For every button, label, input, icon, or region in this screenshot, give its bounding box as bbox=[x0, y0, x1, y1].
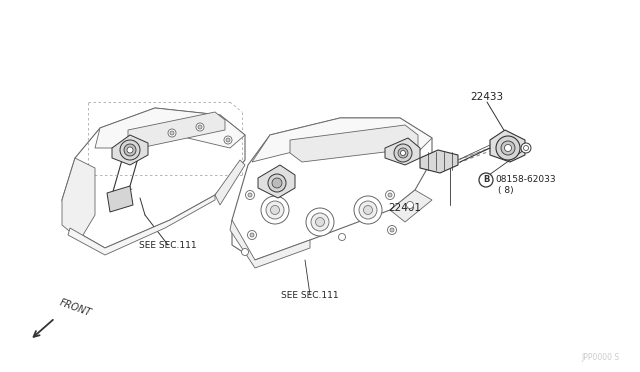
Circle shape bbox=[224, 136, 232, 144]
Circle shape bbox=[316, 218, 324, 227]
Text: 22433: 22433 bbox=[470, 92, 504, 102]
Circle shape bbox=[250, 233, 254, 237]
Circle shape bbox=[268, 174, 286, 192]
Text: SEE SEC.111: SEE SEC.111 bbox=[139, 241, 197, 250]
Text: B: B bbox=[483, 176, 489, 185]
Circle shape bbox=[261, 196, 289, 224]
Circle shape bbox=[271, 205, 280, 215]
Circle shape bbox=[521, 143, 531, 153]
Circle shape bbox=[385, 190, 394, 199]
Polygon shape bbox=[490, 130, 525, 162]
Circle shape bbox=[479, 173, 493, 187]
Polygon shape bbox=[95, 108, 245, 148]
Circle shape bbox=[241, 248, 248, 256]
Circle shape bbox=[272, 178, 282, 188]
Circle shape bbox=[524, 145, 529, 151]
Circle shape bbox=[401, 151, 406, 155]
Circle shape bbox=[311, 213, 329, 231]
Polygon shape bbox=[215, 160, 245, 205]
Circle shape bbox=[354, 196, 382, 224]
Circle shape bbox=[398, 148, 408, 158]
Text: 08158-62033: 08158-62033 bbox=[495, 176, 556, 185]
Circle shape bbox=[246, 190, 255, 199]
Circle shape bbox=[388, 193, 392, 197]
Circle shape bbox=[364, 205, 372, 215]
Circle shape bbox=[226, 138, 230, 142]
Circle shape bbox=[306, 208, 334, 236]
Polygon shape bbox=[62, 108, 245, 248]
Text: SEE SEC.111: SEE SEC.111 bbox=[281, 291, 339, 299]
Text: 22401: 22401 bbox=[388, 203, 421, 213]
Circle shape bbox=[390, 228, 394, 232]
Circle shape bbox=[120, 140, 140, 160]
Circle shape bbox=[394, 144, 412, 162]
Text: FRONT: FRONT bbox=[58, 298, 93, 318]
Polygon shape bbox=[420, 150, 458, 173]
Polygon shape bbox=[390, 190, 432, 222]
Text: JPP0000 S: JPP0000 S bbox=[582, 353, 620, 362]
Polygon shape bbox=[62, 158, 95, 240]
Circle shape bbox=[504, 144, 511, 151]
Circle shape bbox=[170, 131, 174, 135]
Circle shape bbox=[248, 193, 252, 197]
Polygon shape bbox=[258, 165, 295, 198]
Polygon shape bbox=[128, 112, 225, 148]
Polygon shape bbox=[252, 118, 432, 162]
Circle shape bbox=[339, 234, 346, 241]
Polygon shape bbox=[112, 135, 148, 165]
Circle shape bbox=[198, 125, 202, 129]
Polygon shape bbox=[107, 186, 133, 212]
Circle shape bbox=[501, 141, 515, 155]
Circle shape bbox=[406, 202, 413, 208]
Polygon shape bbox=[230, 220, 310, 268]
Circle shape bbox=[168, 129, 176, 137]
Circle shape bbox=[496, 136, 520, 160]
Polygon shape bbox=[232, 118, 432, 260]
Circle shape bbox=[127, 147, 133, 153]
Circle shape bbox=[266, 201, 284, 219]
Text: ( 8): ( 8) bbox=[498, 186, 514, 196]
Circle shape bbox=[359, 201, 377, 219]
Polygon shape bbox=[68, 195, 215, 255]
Circle shape bbox=[387, 225, 397, 234]
Circle shape bbox=[124, 144, 136, 156]
Circle shape bbox=[196, 123, 204, 131]
Polygon shape bbox=[290, 125, 418, 162]
Circle shape bbox=[248, 231, 257, 240]
Polygon shape bbox=[385, 138, 420, 165]
